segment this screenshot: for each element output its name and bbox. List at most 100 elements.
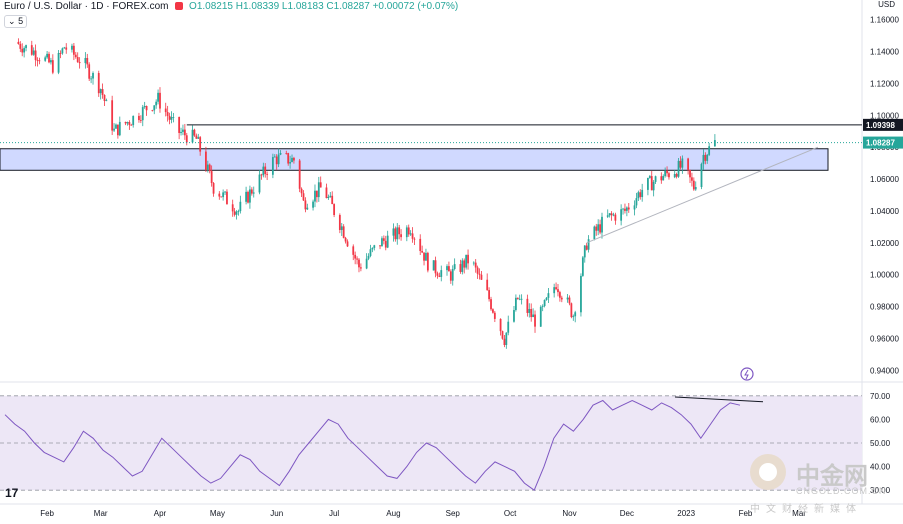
candle-body (409, 233, 412, 235)
candle-body (340, 226, 343, 230)
candle-body (675, 174, 678, 177)
time-tick-label: Feb (40, 509, 54, 518)
candle-body (568, 297, 571, 304)
candle-body (463, 260, 466, 268)
candle-body (587, 239, 590, 250)
alert-icon[interactable] (740, 367, 754, 381)
price-tick-label: 0.98000 (870, 303, 899, 312)
candle-body (411, 233, 414, 239)
candle-body (627, 207, 630, 210)
candle-body (25, 45, 27, 49)
candle-body (105, 100, 108, 102)
candle-body (407, 227, 410, 235)
candle-body (539, 306, 542, 327)
candle-body (465, 254, 468, 268)
price-tick-label: 1.02000 (870, 239, 899, 248)
candle-body (606, 215, 609, 217)
candle-body (421, 250, 424, 253)
price-tick-label: 1.12000 (870, 79, 899, 88)
candle-body (652, 181, 655, 191)
rsi-tick-label: 60.00 (870, 415, 891, 424)
candle-body (245, 191, 247, 202)
candle-body (532, 314, 535, 318)
candle-body (101, 89, 104, 95)
candle-body (451, 269, 454, 281)
candle-body (289, 162, 292, 164)
candle-body (478, 273, 481, 275)
rsi-tick-label: 30.00 (870, 486, 891, 495)
candle-body (624, 208, 626, 211)
candle-body (168, 115, 171, 120)
open-value: O1.08215 (189, 1, 233, 12)
candle-body (436, 273, 439, 276)
indicator-toggle[interactable]: ⌄ 5 (4, 15, 28, 28)
candle-body (74, 54, 77, 58)
candle-body (662, 176, 665, 181)
candle-body (285, 152, 288, 154)
candle-body (367, 255, 370, 259)
rsi-tick-label: 50.00 (870, 439, 891, 448)
candle-body (534, 314, 536, 327)
candle-body (99, 89, 102, 94)
price-tick-label: 1.16000 (870, 16, 899, 25)
candle-body (467, 254, 469, 264)
candle-body (226, 191, 228, 205)
watermark-url: CNGOLD.COM.CN (796, 486, 887, 496)
candle-body (71, 45, 73, 50)
last-price-badge (863, 136, 903, 149)
time-tick-label: Jun (270, 509, 283, 518)
candle-body (490, 299, 492, 310)
candle-body (266, 173, 269, 175)
candle-body (614, 214, 617, 221)
candle-body (566, 297, 569, 300)
candle-body (191, 129, 194, 143)
candle-body (620, 209, 623, 221)
resistance-price-label: 1.09398 (866, 121, 895, 130)
candle-body (231, 204, 234, 212)
time-tick-label: Dec (620, 509, 634, 518)
candle-body (545, 297, 548, 300)
candle-body (61, 48, 64, 54)
candle-body (346, 241, 349, 247)
candle-body (392, 228, 395, 236)
candle-body (505, 332, 508, 345)
candle-body (72, 45, 75, 55)
candle-body (386, 235, 389, 248)
candle-body (543, 299, 546, 307)
candle-body (647, 177, 649, 190)
candle-body (354, 254, 357, 259)
candle-body (369, 249, 372, 256)
candle-body (597, 224, 600, 231)
candle-body (493, 312, 496, 319)
candle-body (293, 157, 295, 161)
candle-body (103, 94, 106, 101)
axis-unit-label[interactable]: USD (878, 0, 895, 9)
candle-body (599, 224, 601, 233)
tradingview-logo[interactable]: 17 (5, 486, 19, 500)
candle-body (21, 48, 24, 53)
candle-body (46, 53, 48, 58)
candle-body (553, 287, 556, 294)
candle-body (298, 160, 301, 189)
candle-body (681, 158, 684, 168)
time-tick-label: Mar (94, 509, 108, 518)
candle-body (36, 60, 39, 61)
candle-body (132, 115, 135, 126)
last-price-label: 1.08287 (866, 139, 895, 148)
price-tick-label: 1.04000 (870, 207, 899, 216)
candle-body (677, 160, 680, 177)
symbol-title[interactable]: Euro / U.S. Dollar · 1D · FOREX.com (4, 1, 169, 12)
candle-body (488, 290, 491, 300)
candle-body (514, 297, 517, 311)
candle-body (622, 208, 624, 210)
time-tick-label: Sep (446, 509, 461, 518)
candle-body (518, 298, 521, 300)
price-axis: 1.160001.140001.120001.100001.080001.060… (870, 16, 899, 376)
candle-body (145, 105, 148, 111)
candle-body (593, 226, 596, 240)
candle-body (130, 124, 133, 126)
candle-body (492, 309, 494, 313)
candle-body (359, 267, 362, 269)
candle-body (373, 245, 376, 248)
